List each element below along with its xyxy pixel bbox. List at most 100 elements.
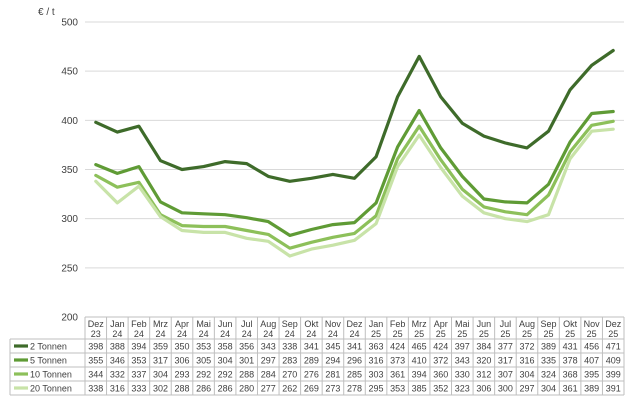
table-row: 10 Tonnen 344 332 337 304 293 292 292 288 284 270 2… <box>14 369 621 379</box>
table-cell: 295 <box>369 383 384 393</box>
table-cell: 389 <box>584 383 599 393</box>
table-cell: 281 <box>325 369 340 379</box>
table-cell: 346 <box>110 355 125 365</box>
table-cell: 304 <box>153 369 168 379</box>
table-cell: 341 <box>347 341 362 351</box>
table-cell: 278 <box>347 383 362 393</box>
x-tick-year: 24 <box>199 329 209 339</box>
x-tick-month: Jun <box>218 319 233 329</box>
y-tick-label: 400 <box>61 116 78 127</box>
x-tick-month: Apr <box>175 319 189 329</box>
table-cell: 333 <box>131 383 146 393</box>
table-row: 20 Tonnen 338 316 333 302 288 286 286 280 277 262 2… <box>14 383 621 393</box>
table-cell: 292 <box>196 369 211 379</box>
x-tick-month: Dez <box>88 319 105 329</box>
table-cell: 284 <box>261 369 276 379</box>
legend-label: 5 Tonnen <box>30 355 67 365</box>
table-cell: 289 <box>304 355 319 365</box>
table-cell: 292 <box>218 369 233 379</box>
table-cell: 372 <box>433 355 448 365</box>
table-cell: 303 <box>369 369 384 379</box>
table-cell: 283 <box>282 355 297 365</box>
y-axis-label: € / t <box>38 7 55 18</box>
table-cell: 363 <box>369 341 384 351</box>
legend-label: 2 Tonnen <box>30 341 67 351</box>
table-cell: 373 <box>390 355 405 365</box>
x-tick-month: Apr <box>434 319 448 329</box>
table-cell: 398 <box>88 341 103 351</box>
table-cell: 358 <box>218 341 233 351</box>
table-cell: 359 <box>153 341 168 351</box>
x-tick-year: 24 <box>155 329 165 339</box>
x-tick-month: Sep <box>541 319 557 329</box>
table-cell: 306 <box>476 383 491 393</box>
table-cell: 409 <box>606 355 621 365</box>
series-line <box>94 127 615 258</box>
table-cell: 273 <box>325 383 340 393</box>
x-tick-month: Nov <box>325 319 342 329</box>
table-cell: 352 <box>433 383 448 393</box>
table-cell: 424 <box>390 341 405 351</box>
x-tick-month: Dez <box>605 319 622 329</box>
x-tick-year: 24 <box>112 329 122 339</box>
table-cell: 316 <box>519 355 534 365</box>
table-cell: 324 <box>541 369 556 379</box>
y-tick-label: 450 <box>61 67 78 78</box>
x-tick-year: 25 <box>565 329 575 339</box>
table-cell: 372 <box>519 341 534 351</box>
x-tick-year: 24 <box>220 329 230 339</box>
x-tick-year: 25 <box>436 329 446 339</box>
table-cell: 397 <box>455 341 470 351</box>
table-cell: 285 <box>347 369 362 379</box>
x-tick-month: Jul <box>500 319 512 329</box>
y-axis-ticks: 200 250 300 350 400 450 500 <box>61 18 78 324</box>
series-line <box>94 119 615 250</box>
table-cell: 361 <box>390 369 405 379</box>
table-cell: 377 <box>498 341 513 351</box>
table-cell: 378 <box>563 355 578 365</box>
table-cell: 320 <box>476 355 491 365</box>
series-line <box>94 108 615 237</box>
table-cell: 286 <box>218 383 233 393</box>
table-cell: 335 <box>541 355 556 365</box>
table-cell: 297 <box>261 355 276 365</box>
x-tick-year: 23 <box>91 329 101 339</box>
table-cell: 330 <box>455 369 470 379</box>
table-cell: 323 <box>455 383 470 393</box>
table-cell: 337 <box>131 369 146 379</box>
table-cell: 269 <box>304 383 319 393</box>
y-tick-label: 250 <box>61 263 78 274</box>
x-tick-year: 25 <box>457 329 467 339</box>
table-cell: 286 <box>196 383 211 393</box>
table-cell: 353 <box>390 383 405 393</box>
table-row: 5 Tonnen 355 346 353 317 306 305 304 301 297 283 28… <box>14 355 621 365</box>
table-cell: 388 <box>110 341 125 351</box>
table-cell: 307 <box>498 369 513 379</box>
x-tick-year: 25 <box>479 329 489 339</box>
table-cell: 316 <box>369 355 384 365</box>
table-cell: 276 <box>304 369 319 379</box>
x-tick-month: Mrz <box>153 319 168 329</box>
x-tick-year: 24 <box>263 329 273 339</box>
x-tick-year: 24 <box>285 329 295 339</box>
x-tick-month: Okt <box>304 319 319 329</box>
x-tick-year: 25 <box>414 329 424 339</box>
x-tick-month: Mai <box>455 319 470 329</box>
table-cell: 288 <box>175 383 190 393</box>
table-cell: 368 <box>563 369 578 379</box>
y-tick-label: 200 <box>61 313 78 324</box>
x-tick-year: 24 <box>242 329 252 339</box>
table-cell: 389 <box>541 341 556 351</box>
table-cell: 294 <box>325 355 340 365</box>
table-cell: 391 <box>606 383 621 393</box>
table-cell: 343 <box>261 341 276 351</box>
x-tick-month: Mai <box>196 319 211 329</box>
table-cell: 300 <box>498 383 513 393</box>
table-cell: 338 <box>282 341 297 351</box>
table-cell: 394 <box>412 369 427 379</box>
table-cell: 394 <box>131 341 146 351</box>
legend-label: 10 Tonnen <box>30 369 72 379</box>
y-tick-label: 500 <box>61 18 78 29</box>
table-cell: 407 <box>584 355 599 365</box>
x-tick-year: 24 <box>134 329 144 339</box>
